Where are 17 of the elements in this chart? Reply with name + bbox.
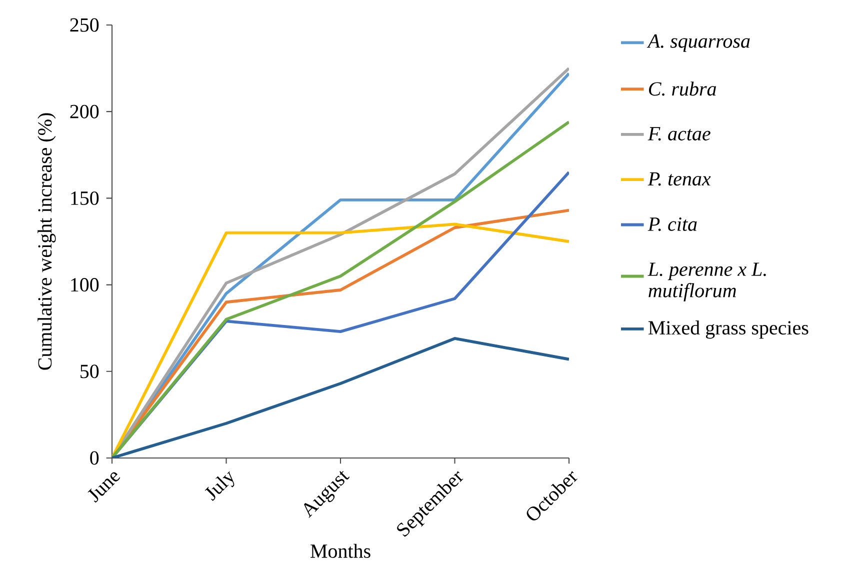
- legend-label: P. tenax: [648, 172, 711, 186]
- x-tick-label: July: [204, 471, 234, 501]
- y-axis-title: Cumulative weight increase (%): [38, 113, 56, 370]
- legend-label: A. squarrosa: [646, 34, 750, 52]
- legend-label: L. perenne x L. mutiflorum: [648, 262, 766, 302]
- y-tick-label: 150: [71, 191, 99, 205]
- y-tick-label: 100: [71, 278, 99, 292]
- legend-label: P. cita: [648, 217, 697, 232]
- legend-label: F. actae: [648, 127, 710, 141]
- x-axis-title: Months: [310, 544, 370, 558]
- legend-label: C. rubra: [649, 82, 716, 96]
- y-tick-label: 50: [80, 364, 99, 378]
- y-tick-label: 200: [70, 104, 99, 118]
- y-tick-label: 250: [70, 18, 99, 32]
- y-tick-label: 0: [90, 451, 99, 465]
- legend-label: Mixed grass species: [648, 320, 808, 339]
- x-tick-label: June: [88, 472, 120, 503]
